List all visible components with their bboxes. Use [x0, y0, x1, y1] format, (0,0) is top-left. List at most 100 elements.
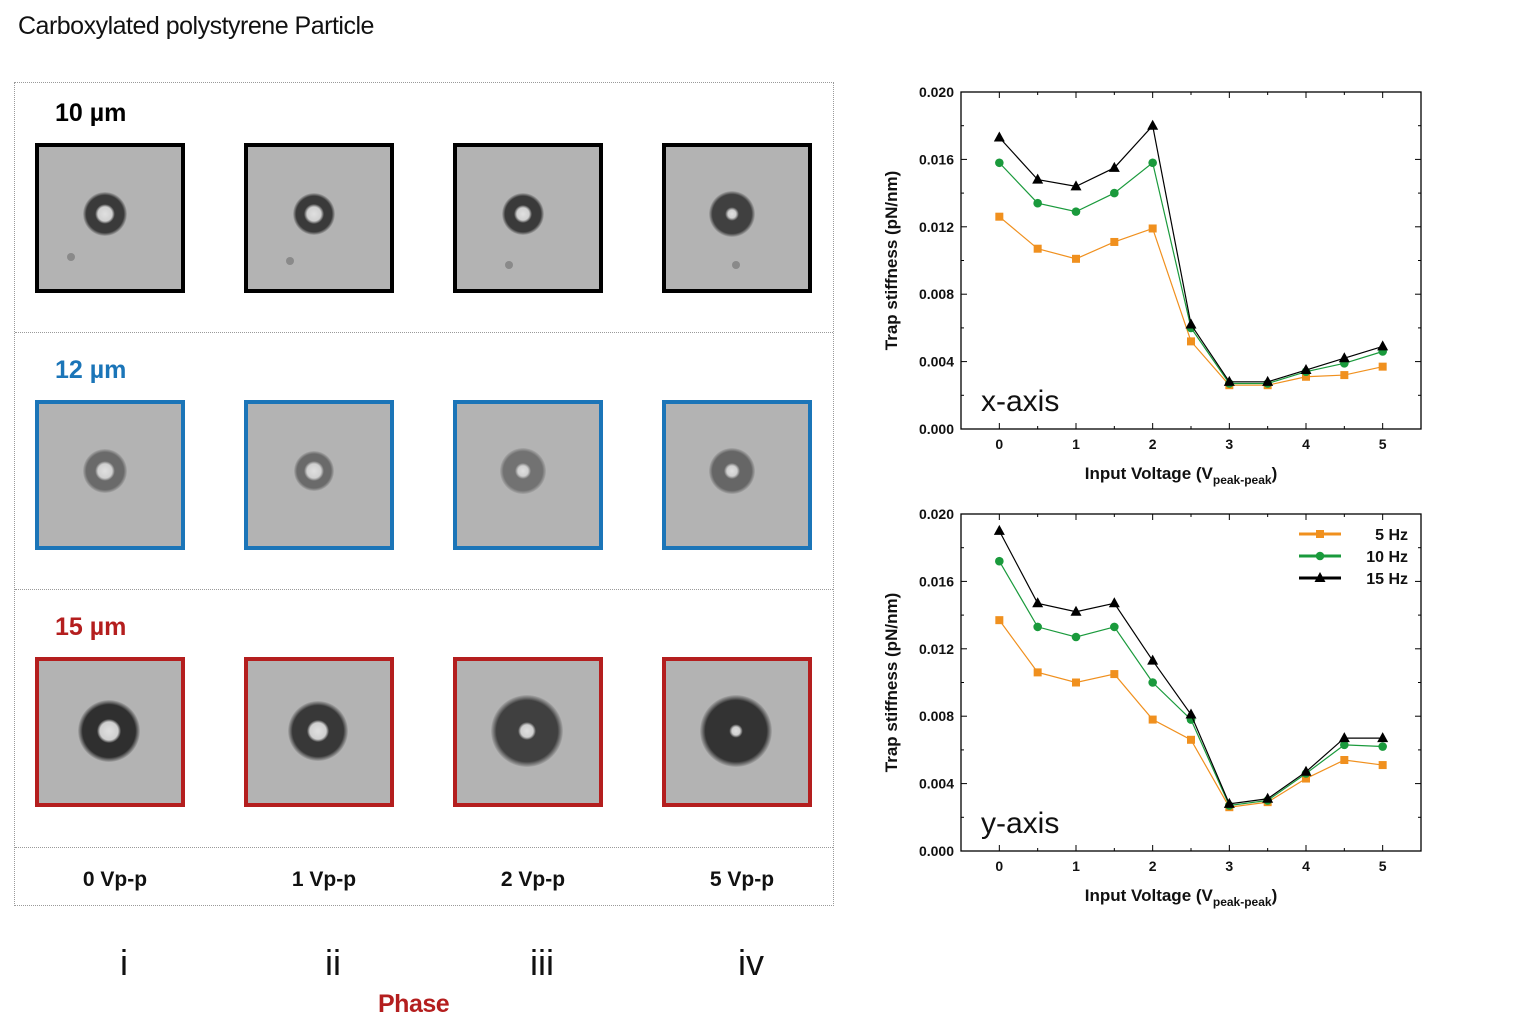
x-tick-label: 3 [1225, 858, 1233, 874]
voltage-column-label: 1 Vp-p [291, 868, 357, 891]
y-axis-label: Trap stiffness (pN/nm) [882, 593, 901, 772]
y-tick-label: 0.000 [919, 843, 954, 859]
plot-frame [960, 513, 1422, 852]
data-point-5hz [1302, 774, 1310, 783]
data-point-15hz [1185, 318, 1197, 329]
data-point-15hz [993, 131, 1005, 142]
y-tick-label: 0.020 [919, 506, 954, 522]
data-point-5hz [1148, 715, 1157, 724]
y-tick-label: 0.012 [919, 641, 954, 657]
phase-numeral: iv [738, 942, 764, 983]
data-point-10hz [1033, 198, 1042, 208]
phase-numeral: i [120, 942, 128, 983]
particle-image [662, 400, 812, 550]
y-tick-label: 0.008 [919, 708, 954, 724]
y-tick-label: 0.000 [919, 421, 954, 437]
data-point-5hz [1072, 678, 1080, 687]
particle-image [453, 400, 603, 550]
data-point-10hz [1110, 622, 1119, 632]
x-axis-stiffness-chart: 0.000 0.004 0.008 0.012 0.016 0.020 0 1 2 3 4 5 Inpu… [882, 84, 1422, 487]
data-point-5hz [1187, 735, 1195, 744]
y-tick-label: 0.004 [919, 776, 954, 792]
data-point-15hz [1223, 797, 1235, 808]
legend-entry: 5 Hz [1375, 527, 1408, 544]
x-tick-label: 5 [1379, 436, 1387, 452]
data-point-15hz [1032, 597, 1044, 608]
data-point-5hz [1340, 371, 1349, 380]
x-axis-label: Input Voltage (Vpeak-peak) [1085, 886, 1278, 909]
series-line-15hz [998, 530, 1383, 805]
data-point-10hz [1378, 742, 1387, 751]
x-axis-label: Input Voltage (Vpeak-peak) [1085, 464, 1278, 487]
data-point-15hz [1262, 375, 1274, 386]
data-point-15hz [1147, 119, 1159, 130]
particle-image [35, 657, 185, 807]
data-point-10hz [1148, 158, 1157, 168]
data-point-5hz [1187, 337, 1195, 346]
particle-image [453, 143, 603, 293]
data-point-10hz [1033, 622, 1042, 632]
particle-size-label: 10 µm [55, 99, 127, 127]
data-point-15hz [1338, 732, 1350, 743]
particle-image [453, 657, 603, 807]
data-point-10hz [1071, 632, 1081, 642]
data-point-15hz [1338, 352, 1350, 363]
particle-image [244, 400, 394, 550]
particle-image [35, 400, 185, 550]
axis-annotation: y-axis [981, 807, 1059, 840]
data-point-5hz [1033, 244, 1042, 253]
voltage-column-label: 5 Vp-p [709, 868, 775, 891]
y-tick-label: 0.016 [919, 151, 954, 167]
figure-title: Carboxylated polystyrene Particle [18, 12, 374, 40]
data-point-5hz [1072, 254, 1080, 263]
data-point-5hz [1316, 530, 1324, 538]
series-line-5hz [998, 216, 1383, 386]
legend-entry: 10 Hz [1366, 549, 1408, 566]
row-separator [15, 847, 833, 848]
data-point-15hz [1108, 597, 1120, 608]
particle-image [662, 657, 812, 807]
data-point-10hz [1148, 678, 1157, 687]
data-point-15hz [1300, 364, 1312, 375]
data-point-15hz [1300, 765, 1312, 776]
data-point-5hz [1110, 670, 1119, 679]
particle-image [244, 143, 394, 293]
data-point-15hz [1377, 340, 1389, 351]
data-point-15hz [1377, 732, 1389, 743]
data-point-10hz [1315, 551, 1325, 561]
data-point-15hz [1032, 173, 1044, 184]
particle-size-label: 12 µm [55, 356, 127, 384]
data-point-10hz [1340, 740, 1349, 750]
x-tick-label: 1 [1072, 436, 1080, 452]
data-point-15hz [993, 524, 1005, 535]
row-separator [15, 332, 833, 333]
particle-image [35, 143, 185, 293]
x-tick-label: 5 [1379, 858, 1387, 874]
x-tick-label: 3 [1225, 436, 1233, 452]
data-point-5hz [1110, 237, 1119, 246]
series-line-10hz [998, 161, 1383, 385]
particle-image [662, 143, 812, 293]
data-point-10hz [1071, 207, 1081, 216]
y-tick-label: 0.020 [919, 84, 954, 100]
legend-entry: 15 Hz [1366, 571, 1408, 588]
y-axis-stiffness-chart: 0.000 0.004 0.008 0.012 0.016 0.020 0 1 2 3 4 5 Inpu… [882, 506, 1422, 909]
voltage-column-label: 2 Vp-p [500, 868, 566, 891]
data-point-15hz [1108, 161, 1120, 172]
x-tick-label: 0 [995, 858, 1003, 874]
data-point-5hz [1302, 372, 1310, 381]
data-point-5hz [1378, 761, 1387, 770]
x-tick-label: 2 [1149, 858, 1157, 874]
x-tick-label: 2 [1149, 436, 1157, 452]
x-tick-label: 1 [1072, 858, 1080, 874]
data-point-5hz [995, 616, 1004, 625]
axis-annotation: x-axis [981, 385, 1059, 418]
data-point-15hz [1314, 572, 1326, 582]
particle-image-grid: 10 µm 12 µm 15 µm 0 Vp-p 1 Vp-p 2 Vp-p 5 Vp-p [14, 82, 834, 906]
data-point-15hz [1147, 654, 1159, 665]
y-tick-label: 0.012 [919, 219, 954, 235]
particle-image [244, 657, 394, 807]
y-tick-label: 0.016 [919, 573, 954, 589]
data-point-5hz [1340, 756, 1349, 765]
data-point-15hz [1070, 180, 1082, 191]
